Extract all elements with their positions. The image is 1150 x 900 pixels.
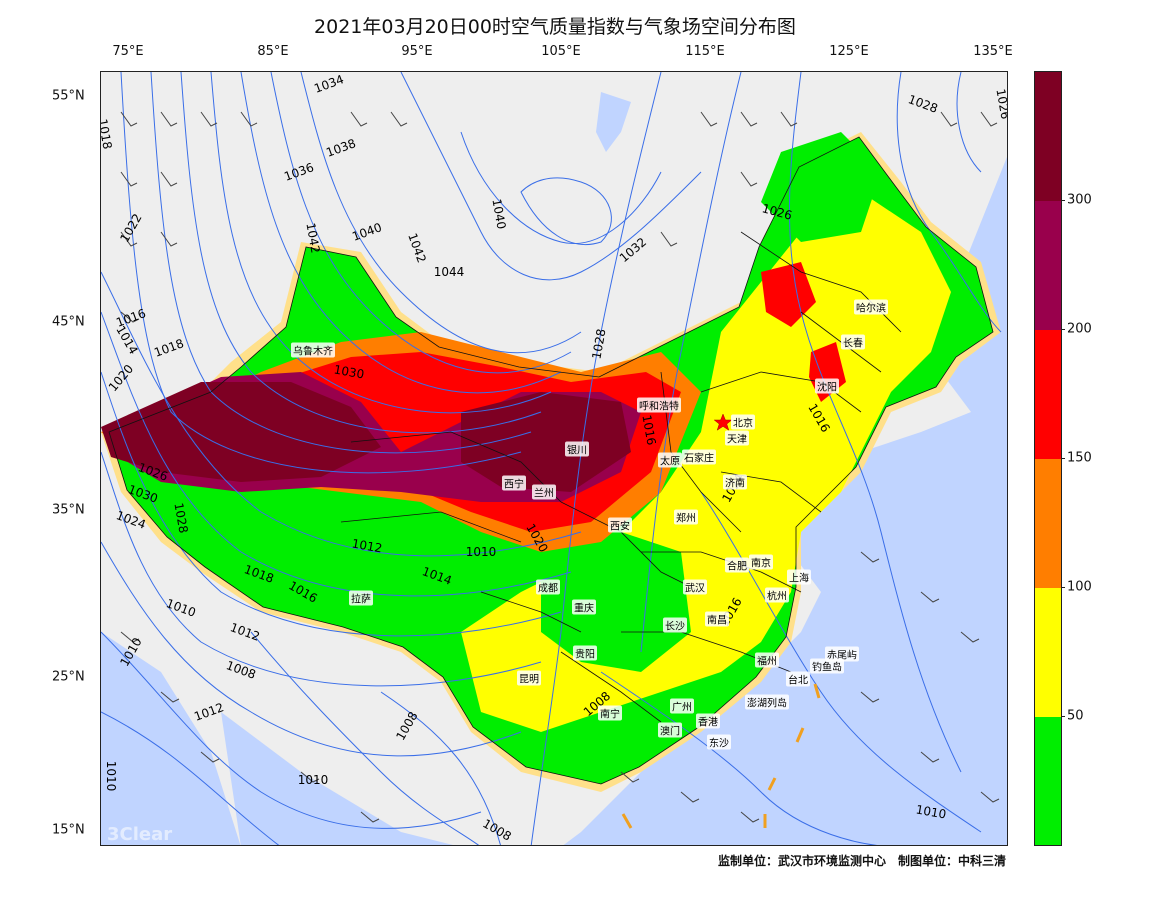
colorbar-tick-300: 300 [1067, 192, 1092, 208]
lon-label-95: 95°E [401, 44, 433, 59]
city-label: 沈阳 [815, 378, 839, 394]
city-label: 上海 [787, 569, 811, 585]
city-label: 长春 [841, 334, 865, 350]
city-label: 南宁 [598, 705, 622, 721]
lon-label-105: 105°E [541, 44, 581, 59]
city-label: 赤尾屿 [825, 646, 859, 662]
aqi-red-patch-ne [761, 262, 816, 327]
city-label: 香港 [696, 713, 720, 729]
city-label: 西安 [608, 517, 632, 533]
city-label: 武汉 [683, 579, 707, 595]
city-label: 杭州 [765, 587, 789, 603]
colorbar-tickmark [1061, 458, 1065, 459]
ocean-east [563, 157, 1007, 845]
city-label: 西宁 [502, 475, 526, 491]
lon-label-85: 85°E [257, 44, 289, 59]
ocean-south [101, 632, 241, 845]
city-label: 太原 [658, 452, 682, 468]
colorbar-tickmark [1061, 200, 1065, 201]
colorbar-segment-0-50 [1035, 717, 1061, 845]
colorbar-tick-200: 200 [1067, 321, 1092, 337]
lake-baikal [596, 92, 631, 152]
watermark-logo: 3Clear [107, 824, 173, 845]
city-label: 东沙 [707, 734, 731, 750]
colorbar-tick-150: 150 [1067, 450, 1092, 466]
city-label: 成都 [536, 579, 560, 595]
city-label: 南京 [749, 554, 773, 570]
colorbar-tickmark [1061, 716, 1065, 717]
nine-dash-line [621, 683, 821, 829]
city-label: 广州 [670, 698, 694, 714]
colorbar-tick-50: 50 [1067, 708, 1084, 724]
city-label: 石家庄 [682, 449, 716, 465]
city-label: 澎湖列岛 [745, 694, 789, 710]
city-label: 贵阳 [573, 645, 597, 661]
city-label: 拉萨 [349, 590, 373, 606]
city-label: 兰州 [532, 484, 556, 500]
lat-label-15: 15°N [52, 822, 85, 838]
city-label: 福州 [755, 652, 779, 668]
lat-label-45: 45°N [52, 314, 85, 330]
city-label: 郑州 [674, 509, 698, 525]
colorbar-segment-50-100 [1035, 588, 1061, 717]
ocean-bay [221, 712, 453, 845]
city-label: 哈尔滨 [854, 299, 888, 315]
city-label: 台北 [786, 671, 810, 687]
lat-label-25: 25°N [52, 669, 85, 685]
colorbar-tick-100: 100 [1067, 579, 1092, 595]
city-label: 乌鲁木齐 [291, 342, 335, 358]
isobar-label: 1010 [465, 545, 497, 559]
lon-label-125: 125°E [829, 44, 869, 59]
isobar-label: 1044 [433, 265, 465, 279]
colorbar-tickmark [1061, 329, 1065, 330]
city-label: 济南 [723, 474, 747, 490]
city-label: 南昌 [705, 611, 729, 627]
map-canvas [101, 72, 1007, 845]
aqi-colorbar [1034, 71, 1062, 846]
colorbar-segment-100-150 [1035, 459, 1061, 588]
city-label: 长沙 [663, 617, 687, 633]
lat-label-55: 55°N [52, 88, 85, 104]
colorbar-segment-150-200 [1035, 330, 1061, 459]
isobar-label: 1010 [297, 773, 329, 787]
city-label: 银川 [565, 441, 589, 457]
lon-label-75: 75°E [112, 44, 144, 59]
aqi-map: 1034 1018 1038 1036 1040 1042 1040 1044 … [100, 71, 1008, 846]
map-title: 2021年03月20日00时空气质量指数与气象场空间分布图 [314, 16, 796, 38]
colorbar-tickmark [1061, 587, 1065, 588]
footer-credits: 监制单位：武汉市环境监测中心 制图单位：中科三清 [717, 854, 1006, 868]
lon-label-115: 115°E [685, 44, 725, 59]
city-label: 天津 [725, 430, 749, 446]
city-label: 钓鱼岛 [810, 658, 844, 674]
beijing-star-icon [713, 413, 733, 431]
lat-label-35: 35°N [52, 502, 85, 518]
aqi-green-patch-ne [761, 132, 881, 242]
aqi-green-patch-sc [541, 532, 691, 672]
city-label: 合肥 [725, 557, 749, 573]
lon-label-135: 135°E [973, 44, 1013, 59]
city-label: 重庆 [572, 599, 596, 615]
city-label: 澳门 [658, 722, 682, 738]
city-label: 北京 [731, 414, 755, 430]
city-label: 昆明 [517, 670, 541, 686]
colorbar-segment-300-plus [1035, 72, 1061, 201]
city-label: 呼和浩特 [637, 397, 681, 413]
wind-barbs [120, 111, 1000, 823]
colorbar-segment-200-300 [1035, 201, 1061, 330]
isobar-label: 1010 [104, 760, 118, 792]
aqi-hazardous-2 [461, 392, 631, 492]
